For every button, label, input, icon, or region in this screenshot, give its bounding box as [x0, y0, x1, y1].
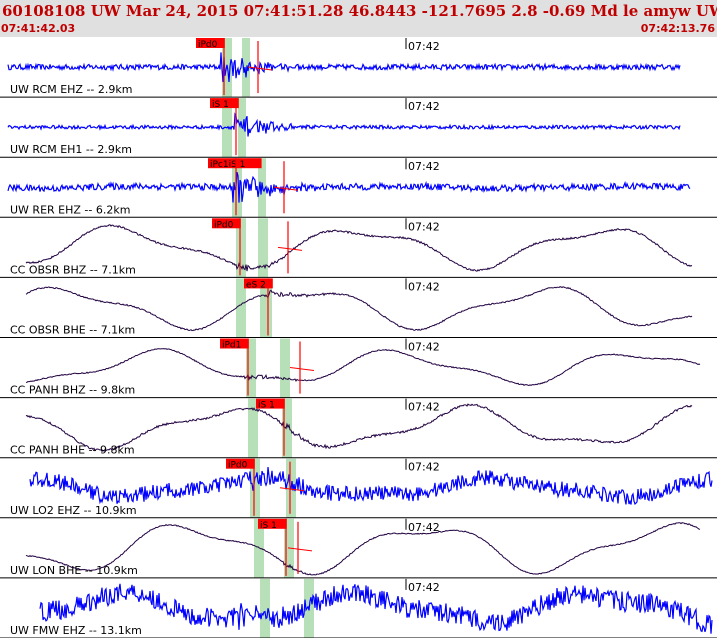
pick-label-box[interactable]	[212, 218, 241, 229]
waveform-trace	[29, 467, 713, 506]
channel-label: UW RCM EHZ -- 2.9km	[10, 83, 132, 96]
pick-label-box[interactable]	[208, 158, 262, 169]
channel-label: UW FMW EHZ -- 13.1km	[10, 624, 142, 637]
pick-label: iS 1	[212, 100, 229, 110]
time-tick-label: 07:42	[408, 461, 440, 474]
channel-row-10: 07:42 UW FMW EHZ -- 13.1km	[0, 578, 717, 638]
channel-row-2: 07:42 iS 1 UW RCM EH1 -- 2.9km	[0, 98, 717, 158]
channel-label: CC PANH BHE -- 9.8km	[10, 444, 135, 457]
pick-label: iPd1	[222, 341, 241, 351]
pick-label: eS 2	[246, 280, 266, 290]
pick-label: iPd0	[198, 40, 218, 50]
pick-label-box[interactable]	[258, 518, 287, 529]
time-tick-label: 07:42	[408, 220, 440, 233]
waveform-trace	[25, 403, 693, 453]
amplitude-marker	[247, 66, 273, 71]
amplitude-marker	[287, 547, 313, 552]
channel-row-8: 07:42 iPd0 UW LO2 EHZ -- 10.9km	[0, 458, 717, 519]
amplitude-marker	[289, 367, 315, 372]
pick-window-highlight	[248, 398, 258, 458]
time-tick-label: 07:42	[408, 100, 440, 113]
event-title: 60108108 UW Mar 24, 2015 07:41:51.28 46.…	[2, 2, 717, 20]
window-end-time: 07:42:13.76	[640, 22, 715, 35]
channel-row-1: 07:42 iPd0 UW RCM EHZ -- 2.9km	[0, 38, 717, 98]
pick-window-highlight	[236, 278, 246, 338]
pick-label: iS 1	[258, 401, 275, 411]
waveform-trace	[7, 52, 681, 83]
event-header: 60108108 UW Mar 24, 2015 07:41:51.28 46.…	[0, 0, 717, 37]
time-tick-label: 07:42	[408, 341, 440, 354]
pick-window-highlight	[236, 218, 246, 278]
channel-row-5: 07:42 eS 2 CC OBSR BHE -- 7.1km	[0, 278, 717, 338]
pick-label-box[interactable]	[196, 38, 225, 48]
time-tick-label: 07:42	[408, 521, 440, 534]
pick-label-box[interactable]	[256, 398, 285, 409]
pick-label: iPd0	[228, 461, 248, 471]
channel-label: CC OBSR BHE -- 7.1km	[10, 324, 135, 337]
pick-window-highlight	[260, 578, 270, 638]
pick-window-highlight	[280, 338, 290, 398]
channel-label: CC OBSR BHZ -- 7.1km	[10, 263, 136, 276]
time-tick-label: 07:42	[408, 40, 440, 53]
channel-row-6: 07:42 iPd1 CC PANH BHZ -- 9.8km	[0, 338, 717, 399]
amplitude-marker	[279, 487, 305, 492]
channel-row-9: 07:42 iS 1 UW LON BHE -- 10.9km	[0, 518, 717, 579]
time-tick-label: 07:42	[408, 581, 440, 594]
amplitude-marker	[277, 246, 303, 251]
pick-label-box[interactable]	[226, 458, 255, 469]
channel-label: UW LON BHE -- 10.9km	[10, 564, 138, 577]
channel-row-4: 07:42 iPd0 CC OBSR BHZ -- 7.1km	[0, 218, 717, 278]
waveform-trace	[25, 224, 693, 272]
pick-label: iPd0	[214, 220, 234, 230]
channel-row-3: 07:42 iPc1iS 1 UW RER EHZ -- 6.2km	[0, 158, 717, 218]
time-tick-label: 07:42	[408, 160, 440, 173]
channel-row-7: 07:42 iS 1 CC PANH BHE -- 9.8km	[0, 398, 717, 459]
pick-label: iPc1iS 1	[210, 160, 245, 170]
waveform-trace	[7, 172, 691, 203]
pick-label-box[interactable]	[220, 338, 249, 349]
channel-label: UW RCM EH1 -- 2.9km	[10, 143, 132, 156]
pick-label: iS 1	[260, 521, 277, 531]
channel-label: UW RER EHZ -- 6.2km	[10, 203, 130, 216]
waveform-trace	[39, 583, 713, 634]
waveform-trace	[25, 286, 693, 332]
time-tick-label: 07:42	[408, 401, 440, 414]
pick-label-box[interactable]	[210, 98, 239, 109]
time-tick-label: 07:42	[408, 280, 440, 293]
channel-label: UW LO2 EHZ -- 10.9km	[10, 504, 137, 517]
pick-window-highlight	[250, 458, 260, 518]
pick-window-highlight	[282, 398, 292, 458]
amplitude-marker	[273, 186, 299, 191]
seismogram-panel: 07:42 iPd0 UW RCM EHZ -- 2.9km 07:42 iS 1 UW …	[0, 38, 717, 638]
waveform-trace	[25, 348, 701, 387]
pick-window-highlight	[246, 338, 256, 398]
pick-window-highlight	[232, 158, 242, 218]
pick-window-highlight	[242, 38, 250, 98]
waveform-trace	[7, 112, 681, 137]
waveform-trace	[25, 522, 701, 576]
channel-label: CC PANH BHZ -- 9.8km	[10, 384, 135, 397]
pick-window-highlight	[258, 218, 268, 278]
pick-label-box[interactable]	[244, 278, 273, 289]
window-start-time: 07:41:42.03	[1, 22, 76, 35]
pick-window-highlight	[254, 518, 264, 578]
